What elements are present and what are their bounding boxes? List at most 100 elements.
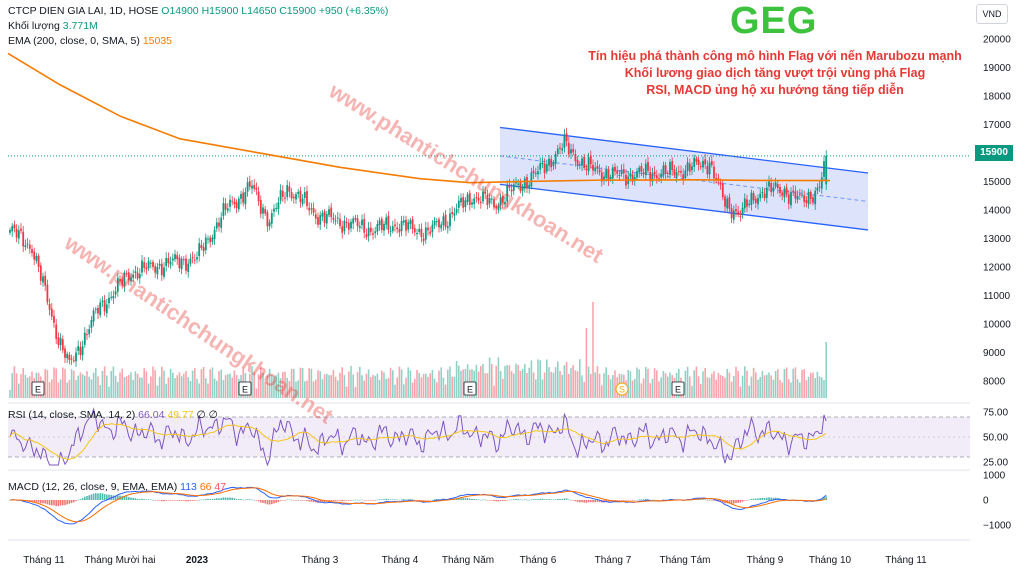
candle-body bbox=[13, 224, 16, 229]
volume-bar bbox=[770, 375, 772, 398]
candle-body bbox=[629, 173, 632, 177]
volume-bar bbox=[814, 378, 816, 398]
candle-body bbox=[361, 219, 363, 226]
macd-histogram-bar bbox=[328, 500, 330, 501]
candle-body bbox=[644, 163, 647, 176]
candle-body bbox=[686, 162, 689, 171]
candle-body bbox=[308, 207, 311, 211]
macd-histogram-bar bbox=[147, 499, 150, 500]
volume-bar bbox=[792, 368, 794, 398]
macd-histogram-bar bbox=[286, 499, 288, 501]
candle-body bbox=[123, 272, 126, 287]
volume-bar bbox=[803, 369, 805, 398]
macd-histogram-bar bbox=[53, 500, 55, 506]
volume-bar bbox=[332, 370, 335, 398]
volume-bar bbox=[359, 366, 361, 398]
candle-body bbox=[572, 148, 575, 153]
volume-bar bbox=[781, 382, 783, 398]
candle-body bbox=[528, 184, 531, 189]
macd-histogram-bar bbox=[264, 500, 266, 504]
macd-histogram-bar bbox=[293, 500, 295, 501]
macd-histogram-bar bbox=[649, 499, 651, 501]
volume-bar bbox=[44, 369, 46, 398]
volume-bar bbox=[748, 385, 750, 398]
candle-body bbox=[726, 198, 729, 209]
candle-body bbox=[526, 177, 528, 189]
candle-body bbox=[792, 190, 795, 192]
candle-body bbox=[407, 222, 410, 230]
macd-histogram-bar bbox=[708, 499, 711, 501]
macd-histogram-bar bbox=[229, 497, 231, 500]
volume-bar bbox=[818, 376, 821, 398]
volume-bar bbox=[722, 375, 724, 398]
macd-histogram-bar bbox=[414, 499, 416, 501]
candle-body bbox=[776, 184, 779, 189]
macd-histogram-bar bbox=[464, 498, 467, 500]
candle-body bbox=[339, 218, 341, 226]
volume-bar bbox=[739, 386, 742, 398]
candle-body bbox=[462, 197, 465, 208]
candle-body bbox=[90, 320, 93, 328]
volume-bar bbox=[475, 364, 478, 398]
macd-histogram-bar bbox=[288, 499, 291, 501]
candle-body bbox=[622, 169, 625, 174]
candle-body bbox=[741, 207, 744, 215]
macd-histogram-bar bbox=[337, 500, 339, 501]
volume-bar bbox=[326, 373, 328, 398]
currency-button[interactable]: VND bbox=[976, 4, 1008, 24]
volume-bar bbox=[253, 372, 255, 398]
volume-bar bbox=[290, 368, 293, 398]
macd-histogram-bar bbox=[117, 495, 119, 500]
macd-histogram-bar bbox=[697, 499, 700, 500]
candle-body bbox=[367, 227, 370, 236]
macd-histogram-bar bbox=[139, 499, 141, 500]
macd-histogram-bar bbox=[772, 497, 775, 500]
volume-bar bbox=[136, 373, 139, 398]
volume-bar bbox=[147, 383, 150, 398]
volume-bar bbox=[590, 374, 592, 398]
candle-body bbox=[147, 261, 150, 269]
candle-body bbox=[9, 229, 11, 233]
candle-body bbox=[244, 191, 247, 205]
candle-body bbox=[416, 233, 418, 235]
volume-bar bbox=[763, 375, 766, 398]
y-tick-label: 20000 bbox=[983, 35, 1011, 46]
macd-histogram-bar bbox=[825, 496, 827, 500]
candle-body bbox=[427, 227, 429, 231]
candle-body bbox=[158, 263, 161, 266]
candle-body bbox=[466, 194, 469, 202]
volume-bar bbox=[447, 369, 449, 398]
macd-histogram-bar bbox=[739, 500, 742, 503]
candle-body bbox=[303, 192, 306, 198]
macd-histogram-bar bbox=[68, 500, 71, 504]
candle-body bbox=[332, 217, 335, 220]
volume-bar bbox=[101, 371, 104, 398]
macd-histogram-bar bbox=[253, 499, 255, 501]
volume-bar bbox=[207, 383, 209, 398]
macd-histogram-bar bbox=[559, 498, 561, 500]
macd-histogram-bar bbox=[99, 493, 101, 500]
volume-bar bbox=[343, 375, 346, 398]
macd-histogram-bar bbox=[574, 500, 577, 502]
volume-bar bbox=[570, 367, 572, 398]
macd-histogram-bar bbox=[75, 500, 77, 502]
macd-histogram-bar bbox=[706, 500, 709, 501]
volume-bar bbox=[106, 375, 108, 398]
volume-bar bbox=[112, 366, 115, 398]
macd-histogram-bar bbox=[119, 495, 121, 500]
candle-body bbox=[369, 227, 372, 232]
candle-body bbox=[704, 159, 707, 165]
candle-body bbox=[411, 219, 414, 229]
candle-body bbox=[451, 212, 454, 215]
candle-body bbox=[585, 168, 588, 170]
candle-body bbox=[94, 309, 97, 311]
candle-body bbox=[372, 233, 374, 235]
volume-bar bbox=[449, 366, 451, 398]
candle-body bbox=[653, 171, 656, 175]
macd-histogram-bar bbox=[427, 500, 429, 501]
x-tick-label: Tháng Tám bbox=[660, 555, 711, 566]
candle-body bbox=[248, 181, 251, 187]
candle-body bbox=[688, 163, 691, 172]
